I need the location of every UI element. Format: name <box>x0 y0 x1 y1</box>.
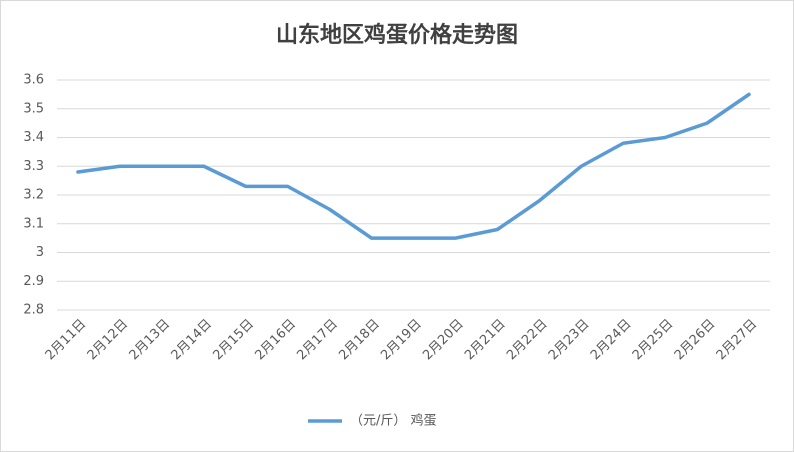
y-tick-label: 3 <box>36 245 44 260</box>
y-tick-label: 3.5 <box>23 101 44 116</box>
legend-label: （元/斤） 鸡蛋 <box>350 413 437 429</box>
y-tick-label: 2.8 <box>23 303 44 318</box>
line-series <box>76 92 751 240</box>
y-tick-label: 3.4 <box>23 130 44 145</box>
y-tick-label: 3.6 <box>23 73 44 88</box>
y-tick-label: 3.2 <box>23 188 44 203</box>
y-tick-label: 2.9 <box>23 274 44 289</box>
y-tick-label: 3.1 <box>23 216 44 231</box>
y-tick-label: 3.3 <box>23 159 44 174</box>
chart-title: 山东地区鸡蛋价格走势图 <box>276 22 518 48</box>
